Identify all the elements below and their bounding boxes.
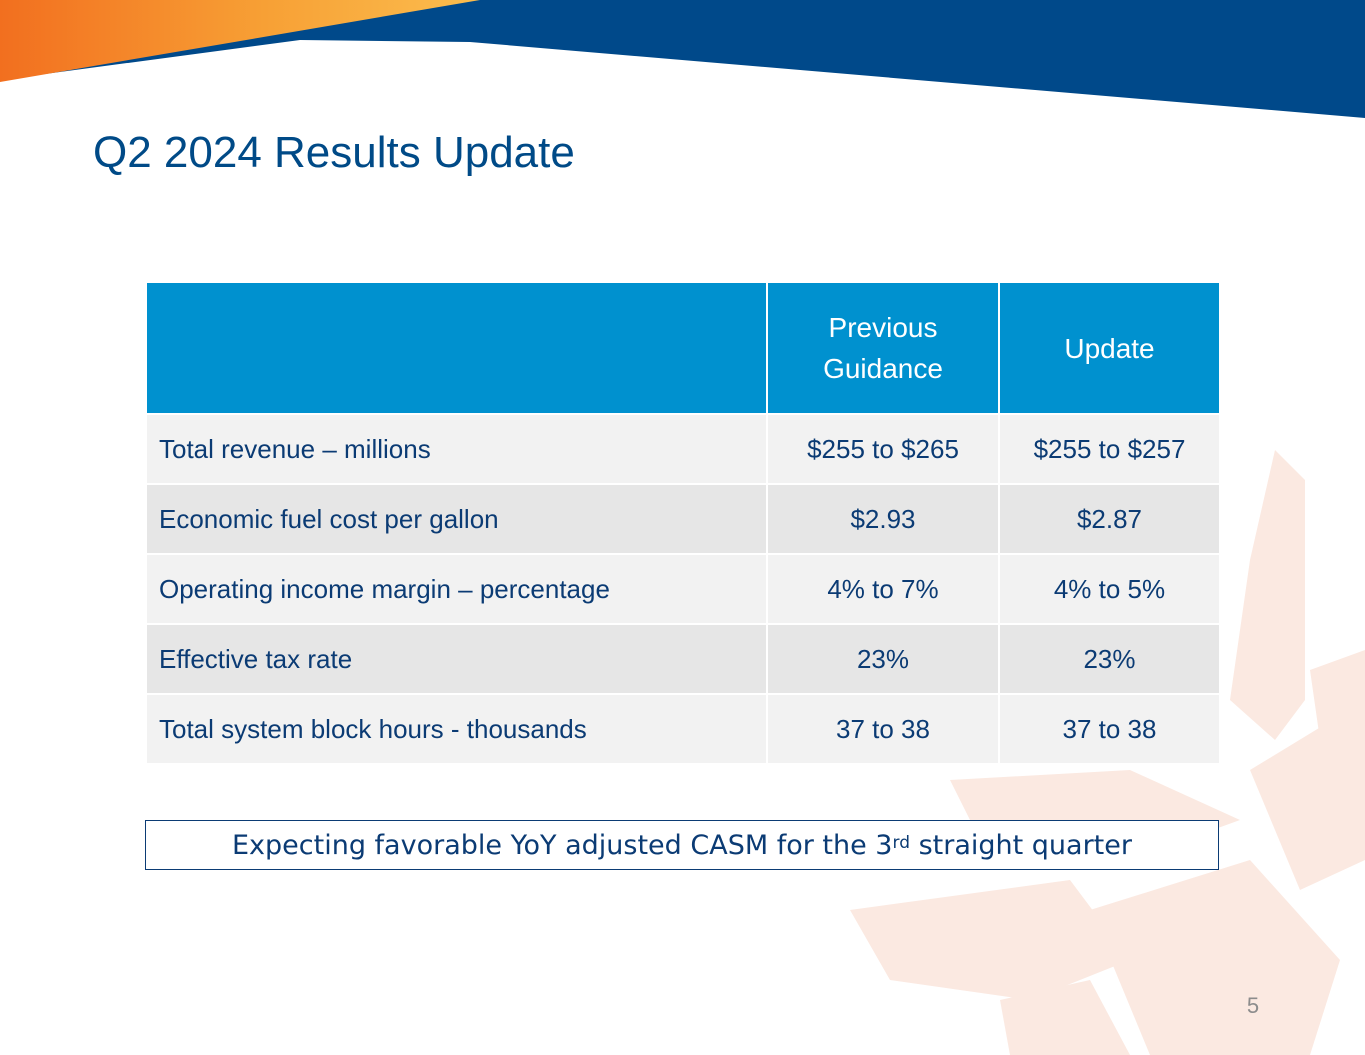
table-row: Operating income margin – percentage 4% … (145, 553, 1221, 625)
row-previous-value: $2.93 (766, 483, 1000, 555)
row-label: Economic fuel cost per gallon (145, 483, 768, 555)
header-update: Update (998, 281, 1221, 415)
table-header-row: Previous Guidance Update (145, 281, 1221, 415)
row-update-value: $2.87 (998, 483, 1221, 555)
row-label: Total system block hours - thousands (145, 693, 768, 765)
header-previous-line1: Previous (828, 312, 938, 343)
table-row: Effective tax rate 23% 23% (145, 623, 1221, 695)
row-update-value: 37 to 38 (998, 693, 1221, 765)
casm-callout-box: Expecting favorable YoY adjusted CASM fo… (145, 820, 1219, 870)
guidance-table: Previous Guidance Update Total revenue –… (145, 281, 1221, 765)
row-update-value: $255 to $257 (998, 413, 1221, 485)
row-update-value: 4% to 5% (998, 553, 1221, 625)
header-metric-cell (145, 281, 768, 415)
row-previous-value: 23% (766, 623, 1000, 695)
row-label: Total revenue – millions (145, 413, 768, 485)
row-label: Effective tax rate (145, 623, 768, 695)
page-number: 5 (1246, 993, 1260, 1018)
row-label: Operating income margin – percentage (145, 553, 768, 625)
table-row: Economic fuel cost per gallon $2.93 $2.8… (145, 483, 1221, 555)
header-previous-guidance: Previous Guidance (766, 281, 1000, 415)
row-previous-value: $255 to $265 (766, 413, 1000, 485)
banner-blue-band (0, 0, 1365, 118)
callout-text-before: Expecting favorable YoY adjusted CASM fo… (232, 829, 893, 861)
row-previous-value: 37 to 38 (766, 693, 1000, 765)
table-row: Total revenue – millions $255 to $265 $2… (145, 413, 1221, 485)
banner-orange-overlay (0, 0, 480, 82)
header-previous-line2: Guidance (823, 353, 943, 384)
header-banner (0, 0, 1365, 118)
page-title: Q2 2024 Results Update (93, 128, 575, 177)
row-update-value: 23% (998, 623, 1221, 695)
row-previous-value: 4% to 7% (766, 553, 1000, 625)
watermark-logo-icon (850, 450, 1365, 1055)
table-row: Total system block hours - thousands 37 … (145, 693, 1221, 765)
callout-text-after: straight quarter (909, 829, 1132, 861)
